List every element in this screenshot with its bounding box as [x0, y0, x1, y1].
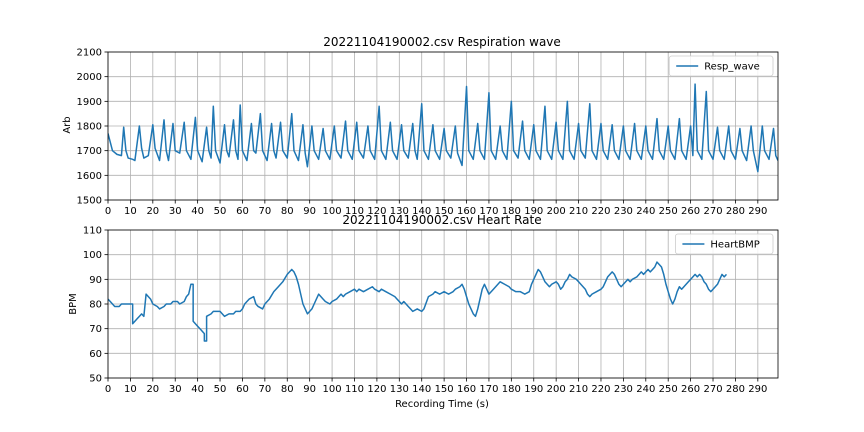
x-tick-label: 0 [105, 384, 111, 395]
x-tick-label: 280 [726, 206, 745, 217]
x-tick-label: 20 [146, 206, 159, 217]
x-tick-label: 230 [614, 206, 633, 217]
x-tick-label: 30 [169, 206, 182, 217]
grid [107, 229, 778, 379]
y-tick-label: 1900 [77, 97, 102, 108]
x-tick-label: 250 [659, 206, 678, 217]
series-line [108, 83, 778, 173]
x-tick-label: 120 [367, 384, 386, 395]
x-tick-label: 220 [591, 206, 610, 217]
x-tick-label: 110 [345, 206, 364, 217]
legend-label: HeartBMP [710, 240, 759, 251]
x-tick-label: 210 [569, 206, 588, 217]
x-tick-label: 200 [547, 384, 566, 395]
legend: Resp_wave [668, 55, 774, 77]
x-tick-label: 240 [636, 206, 655, 217]
series-line [108, 261, 728, 342]
respiration-chart: 20221104190002.csv Respiration wave Arb … [62, 35, 779, 217]
x-tick-label: 130 [390, 384, 409, 395]
x-tick-label: 20 [146, 384, 159, 395]
x-tick-label: 190 [524, 206, 543, 217]
x-tick-label: 50 [214, 384, 227, 395]
x-tick-label: 170 [479, 384, 498, 395]
y-tick-label: 80 [89, 300, 102, 311]
y-tick-label: 2100 [77, 48, 102, 59]
x-tick-label: 220 [591, 384, 610, 395]
y-tick-label: 1500 [77, 196, 102, 207]
x-tick-label: 160 [457, 206, 476, 217]
x-tick-label: 60 [236, 206, 249, 217]
chart-title: 20221104190002.csv Respiration wave [323, 35, 561, 49]
x-tick-label: 50 [214, 206, 227, 217]
x-tick-label: 170 [479, 206, 498, 217]
series-group [108, 261, 728, 342]
x-tick-label: 140 [412, 384, 431, 395]
y-ticks: 50 60 70 80 90 100 110 [83, 226, 108, 385]
y-tick-label: 1600 [77, 171, 102, 182]
x-tick-label: 260 [681, 206, 700, 217]
legend: HeartBMP [675, 233, 774, 255]
x-tick-label: 80 [281, 206, 294, 217]
x-tick-label: 130 [390, 206, 409, 217]
x-tick-label: 210 [569, 384, 588, 395]
x-tick-label: 250 [659, 384, 678, 395]
x-tick-label: 90 [303, 206, 316, 217]
x-tick-label: 240 [636, 384, 655, 395]
x-tick-label: 180 [502, 206, 521, 217]
y-tick-label: 60 [89, 349, 102, 360]
y-axis-label: BPM [68, 293, 79, 315]
x-tick-label: 190 [524, 384, 543, 395]
y-axis-label: Arb [62, 116, 73, 133]
x-tick-label: 40 [191, 384, 204, 395]
x-axis-label: Recording Time (s) [395, 399, 489, 410]
x-tick-label: 30 [169, 384, 182, 395]
x-ticks: 0 10 20 30 40 50 60 70 80 90 100 110 120 130 140 150 160… [105, 200, 767, 217]
x-tick-label: 70 [258, 206, 271, 217]
y-tick-label: 100 [83, 250, 102, 261]
x-tick-label: 290 [748, 206, 767, 217]
x-tick-label: 80 [281, 384, 294, 395]
x-tick-label: 70 [258, 384, 271, 395]
x-tick-label: 280 [726, 384, 745, 395]
x-tick-label: 150 [435, 384, 454, 395]
y-ticks: 1500 1600 1700 1800 1900 2000 2100 [77, 48, 108, 207]
x-tick-label: 90 [303, 384, 316, 395]
x-tick-label: 270 [703, 206, 722, 217]
x-tick-label: 0 [105, 206, 111, 217]
y-tick-label: 1800 [77, 122, 102, 133]
y-tick-label: 1700 [77, 146, 102, 157]
x-tick-label: 100 [323, 384, 342, 395]
y-tick-label: 70 [89, 324, 102, 335]
x-tick-label: 120 [367, 206, 386, 217]
legend-label: Resp_wave [704, 62, 760, 73]
x-tick-label: 40 [191, 206, 204, 217]
x-tick-label: 10 [124, 206, 137, 217]
x-tick-label: 200 [547, 206, 566, 217]
x-tick-label: 150 [435, 206, 454, 217]
x-tick-label: 60 [236, 384, 249, 395]
y-tick-label: 90 [89, 275, 102, 286]
x-tick-label: 180 [502, 384, 521, 395]
x-ticks: 0 10 20 30 40 50 60 70 80 90 100 110 120 130 140 150 160… [105, 378, 767, 395]
heart-rate-chart: 20221104190002.csv Heart Rate BPM Record… [68, 213, 779, 410]
x-tick-label: 140 [412, 206, 431, 217]
x-tick-label: 100 [323, 206, 342, 217]
legend-box [675, 233, 774, 255]
x-tick-label: 230 [614, 384, 633, 395]
legend-box [668, 55, 774, 77]
y-tick-label: 2000 [77, 72, 102, 83]
x-tick-label: 110 [345, 384, 364, 395]
y-tick-label: 110 [83, 226, 102, 237]
x-tick-label: 10 [124, 384, 137, 395]
series-group [108, 83, 778, 173]
x-tick-label: 290 [748, 384, 767, 395]
y-tick-label: 50 [89, 374, 102, 385]
x-tick-label: 260 [681, 384, 700, 395]
x-tick-label: 270 [703, 384, 722, 395]
chart-title: 20221104190002.csv Heart Rate [342, 213, 541, 227]
x-tick-label: 160 [457, 384, 476, 395]
